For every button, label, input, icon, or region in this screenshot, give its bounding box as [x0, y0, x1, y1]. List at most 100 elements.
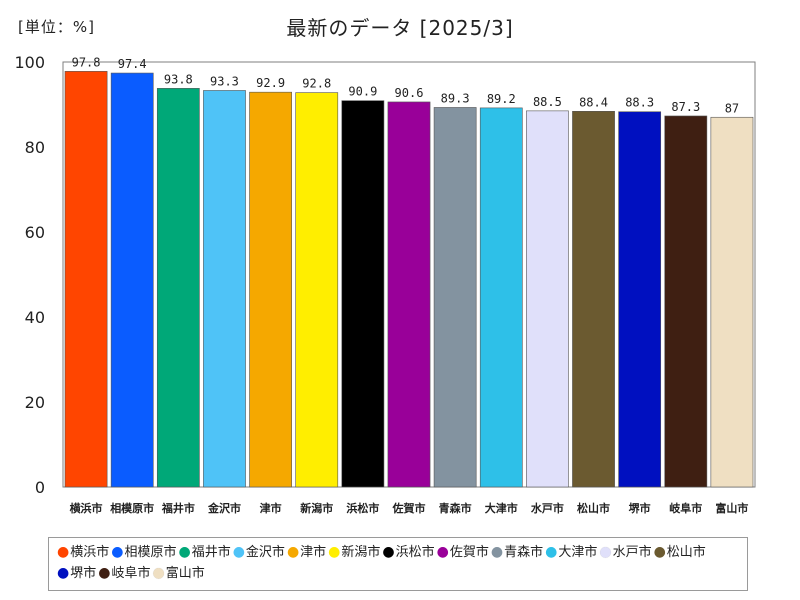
legend-marker-icon: ● [232, 544, 245, 560]
legend-marker-icon: ● [328, 544, 341, 560]
x-tick-label: 水戸市 [531, 501, 564, 515]
x-tick-label: 浜松市 [346, 501, 379, 515]
bar-value-label: 88.5 [533, 95, 562, 109]
bar [295, 92, 339, 488]
legend-label: 青森市 [504, 545, 544, 560]
legend-item: ●水戸市 [599, 542, 651, 563]
legend-item: ●岐阜市 [98, 563, 150, 584]
legend-marker-icon: ● [286, 544, 300, 560]
bar-value-label: 93.3 [210, 74, 239, 88]
x-tick-label: 新潟市 [300, 501, 333, 515]
legend-label: 相模原市 [124, 545, 177, 560]
x-tick-label: 相模原市 [110, 501, 154, 515]
legend-label: 浜松市 [395, 545, 435, 560]
bar [110, 72, 154, 488]
bar-value-label: 92.8 [302, 77, 331, 91]
x-tick-label: 堺市 [629, 501, 651, 515]
legend-marker-icon: ● [436, 544, 449, 560]
chart-legend: ●横浜市 ●相模原市 ●福井市 ●金沢市 ●津市 ●新潟市 ●浜松市 ●佐賀市 ●青森市 ●大津市… [48, 537, 748, 591]
legend-marker-icon: ● [545, 544, 558, 560]
x-tick-label: 岐阜市 [669, 501, 702, 515]
legend-item: ●青森市 [491, 542, 543, 563]
x-tick-label: 横浜市 [70, 501, 103, 515]
legend-item: ●浜松市 [382, 542, 434, 563]
x-tick-label: 富山市 [715, 501, 748, 515]
x-tick-label: 佐賀市 [392, 501, 426, 515]
legend-label: 新潟市 [341, 545, 381, 560]
bar-value-label: 97.8 [72, 55, 101, 69]
legend-item: ●堺市 [57, 563, 96, 584]
legend-label: 堺市 [70, 566, 97, 581]
legend-item: ●佐賀市 [437, 542, 489, 563]
y-tick-label: 20 [25, 393, 45, 412]
bar-value-label: 87.3 [671, 100, 700, 114]
y-tick-label: 40 [25, 308, 45, 327]
legend-label: 松山市 [666, 545, 706, 560]
bar-value-label: 88.3 [625, 96, 654, 110]
x-tick-label: 金沢市 [207, 501, 241, 515]
bar-value-label: 90.6 [395, 86, 424, 100]
legend-label: 金沢市 [245, 545, 285, 560]
legend-label: 福井市 [191, 545, 231, 560]
legend-label: 佐賀市 [449, 545, 489, 560]
bar [526, 110, 569, 488]
bar [341, 100, 385, 488]
x-tick-label: 大津市 [485, 501, 518, 515]
y-tick-label: 80 [25, 138, 45, 157]
legend-item: ●新潟市 [328, 542, 380, 563]
legend-item: ●福井市 [178, 542, 230, 563]
bar-value-label: 93.8 [164, 72, 193, 86]
bar [249, 91, 292, 488]
bar [479, 107, 523, 488]
legend-marker-icon: ● [178, 544, 191, 560]
legend-item: ●津市 [287, 542, 326, 563]
x-tick-label: 津市 [260, 501, 282, 515]
legend-marker-icon: ● [57, 544, 70, 560]
unit-label: [単位：%] [18, 18, 95, 36]
legend-label: 大津市 [558, 545, 598, 560]
legend-label: 津市 [300, 545, 327, 560]
bar-value-label: 89.3 [441, 91, 470, 105]
bar [710, 116, 754, 488]
bar [387, 101, 431, 488]
legend-marker-icon: ● [111, 544, 124, 560]
legend-marker-icon: ● [653, 544, 666, 560]
bar [156, 88, 200, 488]
legend-marker-icon: ● [57, 565, 70, 581]
legend-label: 横浜市 [70, 545, 110, 560]
bar-value-label: 88.4 [579, 95, 608, 109]
legend-marker-icon: ● [152, 565, 165, 581]
bar-value-label: 89.2 [487, 92, 516, 106]
x-tick-label: 福井市 [161, 501, 195, 515]
legend-marker-icon: ● [98, 565, 111, 581]
bar-value-label: 92.9 [256, 76, 285, 90]
legend-marker-icon: ● [490, 544, 504, 560]
y-tick-label: 100 [14, 53, 45, 72]
legend-item: ●金沢市 [233, 542, 285, 563]
legend-item: ●横浜市 [57, 542, 109, 563]
legend-label: 岐阜市 [111, 566, 151, 581]
legend-item: ●松山市 [654, 542, 706, 563]
bar-value-label: 97.4 [118, 57, 147, 71]
bar-value-label: 90.9 [348, 85, 377, 99]
chart-title: 最新のデータ [2025/3] [286, 16, 514, 40]
legend-item: ●相模原市 [111, 542, 176, 563]
legend-label: 水戸市 [612, 545, 652, 560]
legend-item: ●大津市 [545, 542, 597, 563]
legend-label: 富山市 [165, 566, 205, 581]
legend-marker-icon: ● [599, 544, 612, 560]
y-tick-label: 60 [25, 223, 45, 242]
bar [203, 90, 246, 488]
y-tick-label: 0 [35, 478, 45, 497]
bar [664, 115, 708, 488]
bar [64, 71, 108, 488]
bar-value-label: 87 [725, 101, 739, 115]
legend-item: ●富山市 [152, 563, 204, 584]
bar [572, 111, 615, 488]
x-tick-label: 青森市 [439, 501, 472, 515]
legend-marker-icon: ● [382, 544, 395, 560]
x-tick-label: 松山市 [577, 501, 610, 515]
bar-chart: 0 20 40 60 80 100 97.8 横浜市 97.4 相模原市 93.8 福井市 93.3 金沢… [14, 53, 756, 515]
bar [618, 111, 662, 488]
bar [433, 107, 477, 488]
